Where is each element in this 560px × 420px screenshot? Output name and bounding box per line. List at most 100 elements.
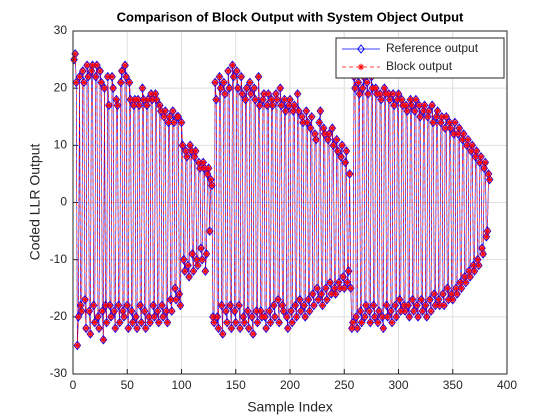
marker: [96, 66, 104, 76]
marker: [422, 302, 429, 309]
marker: [365, 306, 374, 316]
marker: [240, 313, 247, 321]
marker: [186, 142, 194, 149]
marker: [358, 83, 367, 93]
marker: [95, 325, 103, 332]
marker: [184, 262, 192, 269]
marker: [377, 96, 385, 103]
marker: [255, 73, 262, 80]
marker: [432, 111, 441, 122]
marker: [250, 84, 258, 92]
marker: [111, 323, 120, 334]
marker: [267, 319, 274, 326]
marker: [377, 94, 385, 105]
marker: [158, 300, 166, 311]
marker: [373, 90, 380, 98]
marker: [328, 290, 335, 298]
marker: [380, 325, 387, 332]
marker: [473, 147, 480, 155]
marker: [307, 111, 316, 122]
marker: [336, 285, 344, 292]
marker: [463, 140, 471, 151]
marker: [209, 313, 217, 321]
marker: [81, 296, 89, 303]
marker: [426, 294, 434, 305]
marker: [79, 67, 86, 75]
marker: [222, 307, 230, 315]
marker: [351, 84, 359, 92]
marker: [456, 124, 463, 132]
marker: [123, 300, 132, 311]
marker: [288, 317, 297, 328]
marker: [415, 102, 423, 109]
marker: [332, 134, 341, 145]
marker: [234, 83, 242, 93]
marker: [95, 323, 103, 334]
marker: [117, 79, 124, 86]
marker: [176, 300, 185, 311]
marker: [159, 313, 167, 321]
marker: [443, 283, 452, 294]
marker: [86, 307, 93, 315]
marker: [434, 107, 441, 115]
marker: [133, 325, 141, 332]
marker: [367, 319, 374, 326]
marker: [345, 267, 352, 275]
marker: [319, 302, 326, 309]
marker: [414, 313, 422, 321]
marker: [183, 151, 191, 162]
marker: [316, 106, 325, 116]
marker: [471, 151, 480, 162]
marker: [192, 147, 199, 155]
marker: [449, 296, 456, 303]
marker: [235, 300, 243, 311]
marker: [91, 71, 100, 82]
marker: [226, 84, 233, 92]
marker: [218, 302, 225, 309]
marker: [379, 323, 388, 334]
marker: [217, 84, 224, 92]
marker: [72, 77, 81, 88]
marker: [202, 267, 209, 275]
marker: [399, 102, 407, 109]
y-tick-label: -20: [50, 309, 68, 323]
marker: [104, 73, 111, 80]
marker: [254, 71, 263, 82]
legend-marker: [357, 44, 365, 54]
marker: [284, 325, 292, 332]
marker: [202, 249, 211, 259]
marker: [472, 153, 479, 160]
marker: [212, 94, 221, 105]
marker: [203, 250, 210, 258]
marker: [356, 306, 365, 316]
marker: [423, 313, 430, 321]
marker: [188, 147, 195, 155]
marker: [325, 130, 333, 138]
marker: [133, 323, 141, 334]
marker: [269, 300, 278, 311]
marker: [408, 294, 417, 305]
marker: [411, 107, 418, 115]
marker: [101, 84, 108, 92]
marker: [453, 289, 461, 299]
marker: [339, 272, 348, 282]
marker: [91, 319, 98, 326]
marker: [313, 283, 321, 294]
marker: [216, 83, 225, 93]
marker: [343, 147, 350, 155]
marker: [273, 94, 281, 105]
marker: [262, 325, 270, 332]
marker: [363, 79, 371, 86]
marker: [211, 79, 219, 86]
marker: [158, 302, 166, 309]
marker: [185, 272, 193, 282]
marker: [448, 294, 457, 305]
marker: [120, 313, 128, 321]
marker: [428, 102, 436, 109]
marker: [237, 71, 246, 82]
marker: [344, 266, 353, 276]
marker: [332, 290, 339, 298]
marker: [168, 106, 177, 116]
marker: [172, 296, 180, 303]
